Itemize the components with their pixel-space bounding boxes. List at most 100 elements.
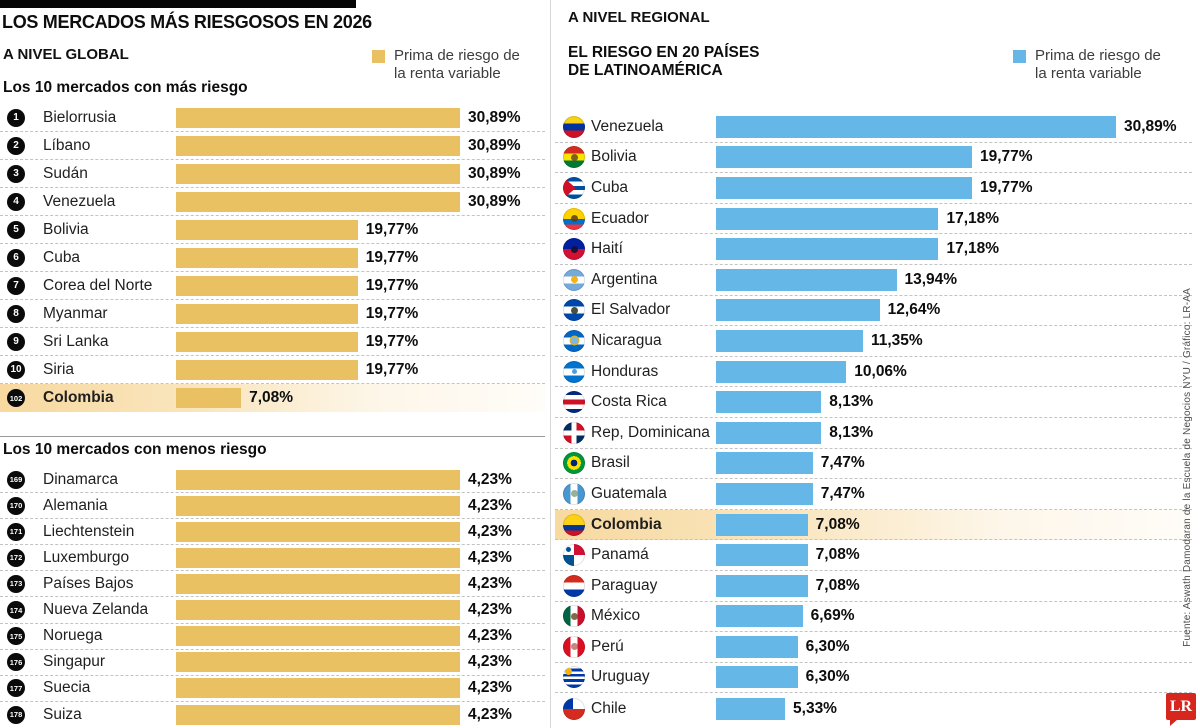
bar-track: 6,69%: [716, 602, 1192, 632]
table-row: 175 Noruega 4,23%: [0, 624, 545, 650]
haiti-flag-icon: [563, 238, 585, 261]
country-label: Alemania: [43, 496, 108, 514]
rank-badge: 2: [7, 136, 25, 155]
country-label: Siria: [43, 360, 75, 378]
table-row: Colombia 7,08%: [555, 509, 1192, 541]
value-label: 7,08%: [815, 546, 860, 564]
bar-track: 6,30%: [716, 663, 1192, 693]
risk-bar: [716, 360, 847, 383]
value-label: 19,77%: [365, 304, 419, 322]
bar-track: 7,08%: [716, 510, 1192, 540]
table-row: Venezuela 30,89%: [555, 112, 1192, 143]
country-label: Luxemburgo: [43, 548, 130, 566]
value-label: 13,94%: [904, 270, 958, 288]
value-label: 30,89%: [468, 192, 521, 210]
risk-bar: [176, 191, 460, 212]
country-label: Panamá: [591, 546, 649, 564]
rank-badge: 8: [7, 304, 25, 323]
value-label: 19,77%: [365, 248, 419, 266]
country-label: Cuba: [43, 248, 81, 266]
regional-section-label: A NIVEL REGIONAL: [568, 9, 710, 26]
value-label: 8,13%: [829, 393, 874, 411]
risk-bar: [176, 247, 358, 268]
global-panel: LOS MERCADOS MÁS RIESGOSOS EN 2026 A NIV…: [0, 0, 550, 728]
rank-badge: 3: [7, 164, 25, 183]
country-label: Líbano: [43, 136, 91, 154]
bar-track: 5,33%: [716, 693, 1192, 724]
value-label: 30,89%: [468, 136, 521, 154]
table-row: 7 Corea del Norte 19,77%: [0, 272, 545, 300]
value-label: 19,77%: [365, 276, 419, 294]
table-row: Chile 5,33%: [555, 693, 1192, 724]
bar-track: 19,77%: [176, 272, 545, 299]
country-label: Costa Rica: [591, 393, 667, 411]
value-label: 4,23%: [468, 548, 512, 566]
risk-bar: [176, 359, 358, 380]
bar-track: 19,77%: [716, 143, 1192, 173]
risk-bar: [716, 513, 808, 536]
value-label: 4,23%: [468, 522, 512, 540]
value-label: 4,23%: [468, 653, 512, 671]
country-label: Colombia: [43, 389, 114, 406]
bar-track: 4,23%: [176, 519, 545, 544]
rank-badge: 1: [7, 108, 25, 127]
global-section-label: A NIVEL GLOBAL: [3, 46, 129, 63]
value-label: 7,47%: [820, 454, 865, 472]
bar-track: 11,35%: [716, 326, 1192, 356]
brasil-flag-icon: [563, 452, 585, 475]
value-label: 10,06%: [854, 362, 907, 380]
country-label: Uruguay: [591, 668, 650, 686]
nicaragua-flag-icon: [563, 329, 585, 352]
peru-flag-icon: [563, 635, 585, 658]
table-row: Perú 6,30%: [555, 632, 1192, 663]
country-label: Corea del Norte: [43, 276, 153, 294]
country-label: Argentina: [591, 270, 658, 288]
rank-badge: 169: [7, 470, 25, 489]
table-row: Guatemala 7,47%: [555, 479, 1192, 510]
bar-track: 4,23%: [176, 545, 545, 570]
value-label: 4,23%: [468, 601, 512, 619]
table-row: 2 Líbano 30,89%: [0, 132, 545, 160]
bar-track: 30,89%: [176, 104, 545, 131]
costa-rica-flag-icon: [563, 391, 585, 414]
risk-bar: [716, 329, 863, 352]
rank-badge: 178: [7, 705, 25, 724]
country-label: Nicaragua: [591, 331, 662, 349]
bar-track: 4,23%: [176, 702, 545, 728]
bar-track: 30,89%: [176, 160, 545, 187]
mexico-flag-icon: [563, 605, 585, 628]
country-label: Dinamarca: [43, 470, 118, 488]
cuba-flag-icon: [563, 176, 585, 199]
table-row: 4 Venezuela 30,89%: [0, 188, 545, 216]
bar-track: 4,23%: [176, 467, 545, 492]
bar-track: 8,13%: [716, 418, 1192, 448]
country-label: Países Bajos: [43, 574, 134, 592]
rank-badge: 171: [7, 522, 25, 541]
el-salvador-flag-icon: [563, 299, 585, 322]
country-label: Guatemala: [591, 484, 667, 502]
risk-bar: [716, 574, 808, 597]
risk-bar: [716, 299, 880, 322]
bar-track: 7,08%: [716, 571, 1192, 601]
risk-bar: [176, 469, 460, 490]
bar-track: 4,23%: [176, 597, 545, 622]
country-label: Nueva Zelanda: [43, 601, 149, 619]
bar-track: 6,30%: [716, 632, 1192, 662]
table-row: Honduras 10,06%: [555, 357, 1192, 388]
value-label: 7,08%: [249, 389, 294, 406]
country-label: Myanmar: [43, 304, 108, 322]
value-label: 4,23%: [468, 705, 512, 723]
table-row: El Salvador 12,64%: [555, 296, 1192, 327]
value-label: 17,18%: [946, 240, 1000, 258]
legend-swatch-gold-icon: [372, 50, 385, 63]
country-label: Singapur: [43, 653, 106, 671]
value-label: 4,23%: [468, 496, 512, 514]
table-row: Panamá 7,08%: [555, 540, 1192, 571]
risk-bar: [716, 207, 939, 230]
rank-badge: 173: [7, 574, 25, 593]
bar-track: 4,23%: [176, 676, 545, 701]
bar-track: 7,08%: [716, 540, 1192, 570]
title-accent-bar: [0, 0, 356, 8]
risk-bar: [176, 107, 460, 128]
risk-bar: [176, 704, 460, 725]
